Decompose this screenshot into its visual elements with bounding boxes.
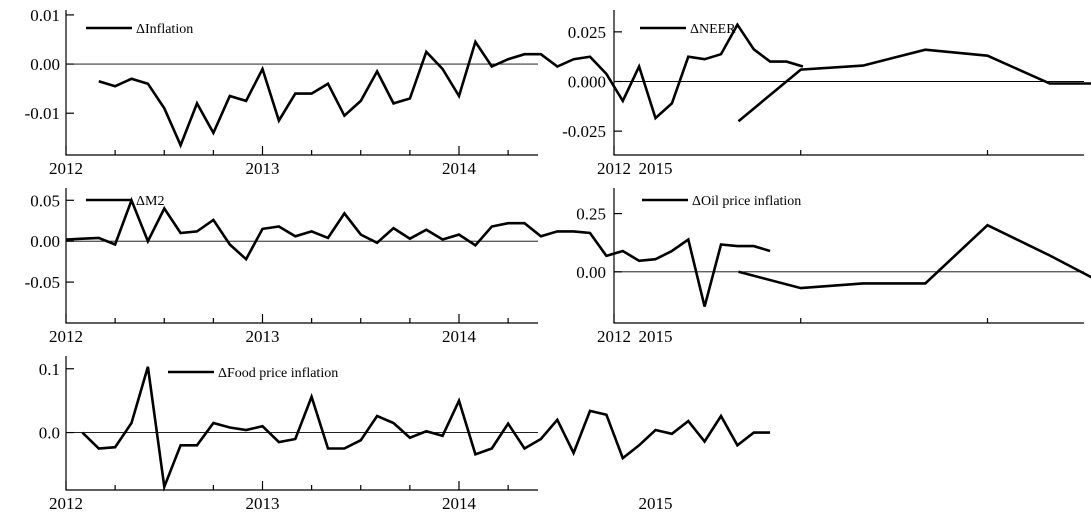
x-tick-label: 2013 [246, 159, 280, 178]
y-tick-label: 0.025 [568, 23, 606, 42]
y-tick-label: 0.25 [576, 205, 606, 224]
x-tick-label: 2012 [49, 159, 83, 178]
series-line [737, 48, 1091, 123]
x-tick-label: 2013 [246, 494, 280, 513]
series-line [65, 196, 771, 307]
legend-label: ΔNEER [690, 22, 736, 37]
x-tick-label: 2012 [597, 327, 631, 346]
legend-label: ΔFood price inflation [218, 366, 338, 381]
x-tick-label: 2014 [442, 327, 477, 346]
legend-label: ΔInflation [136, 22, 193, 37]
y-tick-label: 0.00 [576, 263, 606, 282]
x-tick-label: 2015 [639, 327, 673, 346]
chart-panel-m2: 0.05 0.00 -0.05 2012 2013 2014 2015 ΔM2 [25, 188, 771, 346]
chart-panel-oil-price-inflation: 0.250.002012201320142015ΔOil price infla… [576, 188, 1091, 346]
x-tick-label: 2013 [246, 327, 280, 346]
axis-frame [613, 188, 1084, 324]
x-tick-label: 2012 [49, 327, 83, 346]
chart-panel-food-price-inflation: 0.1 0.0 2012 2013 2014 2015 ΔFood price inflat… [39, 356, 771, 513]
legend-label: ΔOil price inflation [692, 194, 801, 209]
y-tick-label: 0.00 [30, 55, 60, 74]
y-tick-label: 0.01 [30, 6, 60, 25]
x-tick-label: 2015 [639, 494, 673, 513]
y-tick-label: 0.05 [30, 191, 60, 210]
y-tick-label: 0.0 [39, 424, 60, 443]
legend-label: ΔM2 [136, 194, 164, 209]
x-tick-label: 2012 [597, 159, 631, 178]
y-tick-label: 0.00 [30, 232, 60, 251]
x-tick-label: 2015 [639, 159, 673, 178]
series-line [81, 366, 771, 492]
x-tick-label: 2014 [442, 494, 477, 513]
x-tick-label: 2014 [442, 159, 477, 178]
y-tick-label: -0.025 [562, 122, 606, 141]
series-line [98, 22, 804, 149]
y-tick-label: 0.1 [39, 360, 60, 379]
axis-frame [613, 10, 1084, 156]
y-tick-label: 0.000 [568, 73, 606, 92]
chart-panel-inflation: 0.01 0.00 -0.01 2012 2013 2014 2015 ΔInflation [25, 6, 804, 178]
y-tick-label: -0.05 [25, 273, 60, 292]
x-tick-label: 2012 [49, 494, 83, 513]
series-line [738, 223, 1091, 290]
y-tick-label: -0.01 [25, 104, 60, 123]
